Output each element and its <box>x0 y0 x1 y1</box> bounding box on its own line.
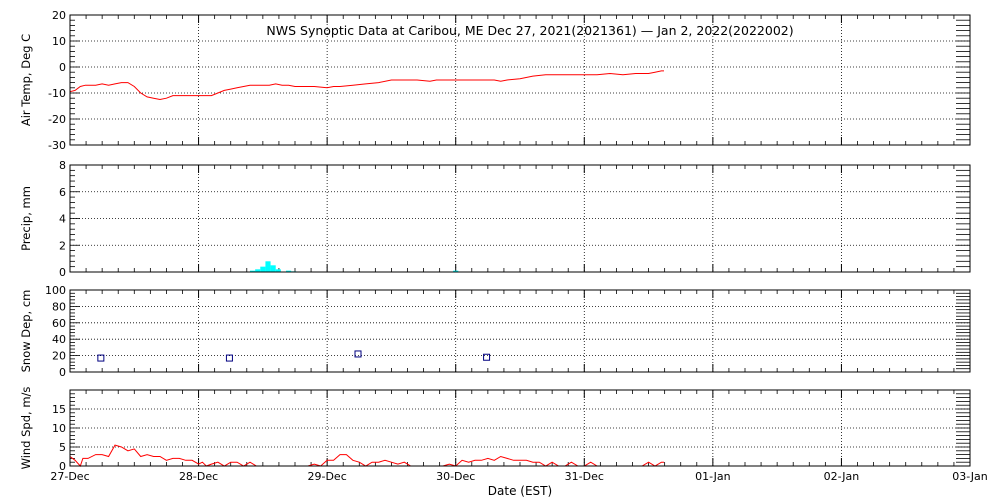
y-tick-label: 10 <box>52 422 66 435</box>
panels: -30 -20 -10 0 10 20 Air Temp, Deg C 0 2 4 6 8 Precip… <box>19 9 988 483</box>
precip-bar <box>250 270 256 272</box>
panel-snow_depth: 0 20 40 60 80 100 Snow Dep, cm <box>19 284 971 379</box>
snow-depth-point <box>97 354 105 362</box>
precip-bar <box>265 261 271 272</box>
y-tick-label: 2 <box>59 239 66 252</box>
precip-bar <box>453 270 459 272</box>
x-tick-label: 03-Jan <box>952 470 988 483</box>
y-tick-label: 100 <box>45 284 66 297</box>
y-axis-label: Snow Dep, cm <box>19 290 33 373</box>
y-tick-label: 20 <box>52 350 66 363</box>
y-tick-label: 0 <box>59 61 66 74</box>
y-tick-label: 0 <box>59 266 66 279</box>
precip-bar <box>260 266 266 272</box>
panel-air_temp: -30 -20 -10 0 10 20 Air Temp, Deg C <box>19 9 971 152</box>
panel-frame <box>69 389 971 467</box>
x-tick-label: 02-Jan <box>824 470 860 483</box>
y-tick-label: -30 <box>48 139 66 152</box>
y-tick-label: 80 <box>52 300 66 313</box>
y-tick-label: 4 <box>59 213 66 226</box>
precip-bar <box>270 265 276 272</box>
y-tick-label: 0 <box>59 366 66 379</box>
x-tick-label: 28-Dec <box>179 470 218 483</box>
panel-wind_speed: 0 5 10 15 Wind Spd, m/s <box>19 387 971 473</box>
precip-bar <box>286 270 292 272</box>
panel-precip: 0 2 4 6 8 Precip, mm <box>19 159 971 279</box>
y-tick-label: -20 <box>48 113 66 126</box>
x-tick-label: 31-Dec <box>565 470 604 483</box>
snow-depth-point <box>483 353 491 361</box>
y-tick-label: 5 <box>59 441 66 454</box>
x-axis-label: Date (EST) <box>488 484 552 498</box>
panel-frame <box>69 14 971 146</box>
snow-depth-point <box>225 354 233 362</box>
y-axis-label: Wind Spd, m/s <box>19 387 33 470</box>
chart-title: NWS Synoptic Data at Caribou, ME Dec 27,… <box>266 23 793 38</box>
x-tick-label: 01-Jan <box>695 470 731 483</box>
panel-frame <box>69 164 971 273</box>
y-tick-label: 60 <box>52 317 66 330</box>
series-line-air_temp <box>69 70 664 101</box>
y-axis-label: Precip, mm <box>19 186 33 251</box>
y-tick-label: -10 <box>48 87 66 100</box>
snow-depth-point <box>354 350 362 358</box>
precip-bar <box>275 269 281 272</box>
y-tick-label: 0 <box>59 460 66 473</box>
y-tick-label: 10 <box>52 35 66 48</box>
y-tick-label: 20 <box>52 9 66 22</box>
x-tick-label: 30-Dec <box>436 470 475 483</box>
y-tick-label: 6 <box>59 186 66 199</box>
panel-frame <box>69 289 971 373</box>
y-tick-label: 15 <box>52 403 66 416</box>
x-tick-label: 27-Dec <box>50 470 89 483</box>
y-axis-label: Air Temp, Deg C <box>19 34 33 126</box>
x-tick-label: 29-Dec <box>308 470 347 483</box>
precip-bar <box>255 269 261 272</box>
y-tick-label: 8 <box>59 159 66 172</box>
series-line-wind_speed <box>69 444 664 467</box>
y-tick-label: 40 <box>52 333 66 346</box>
